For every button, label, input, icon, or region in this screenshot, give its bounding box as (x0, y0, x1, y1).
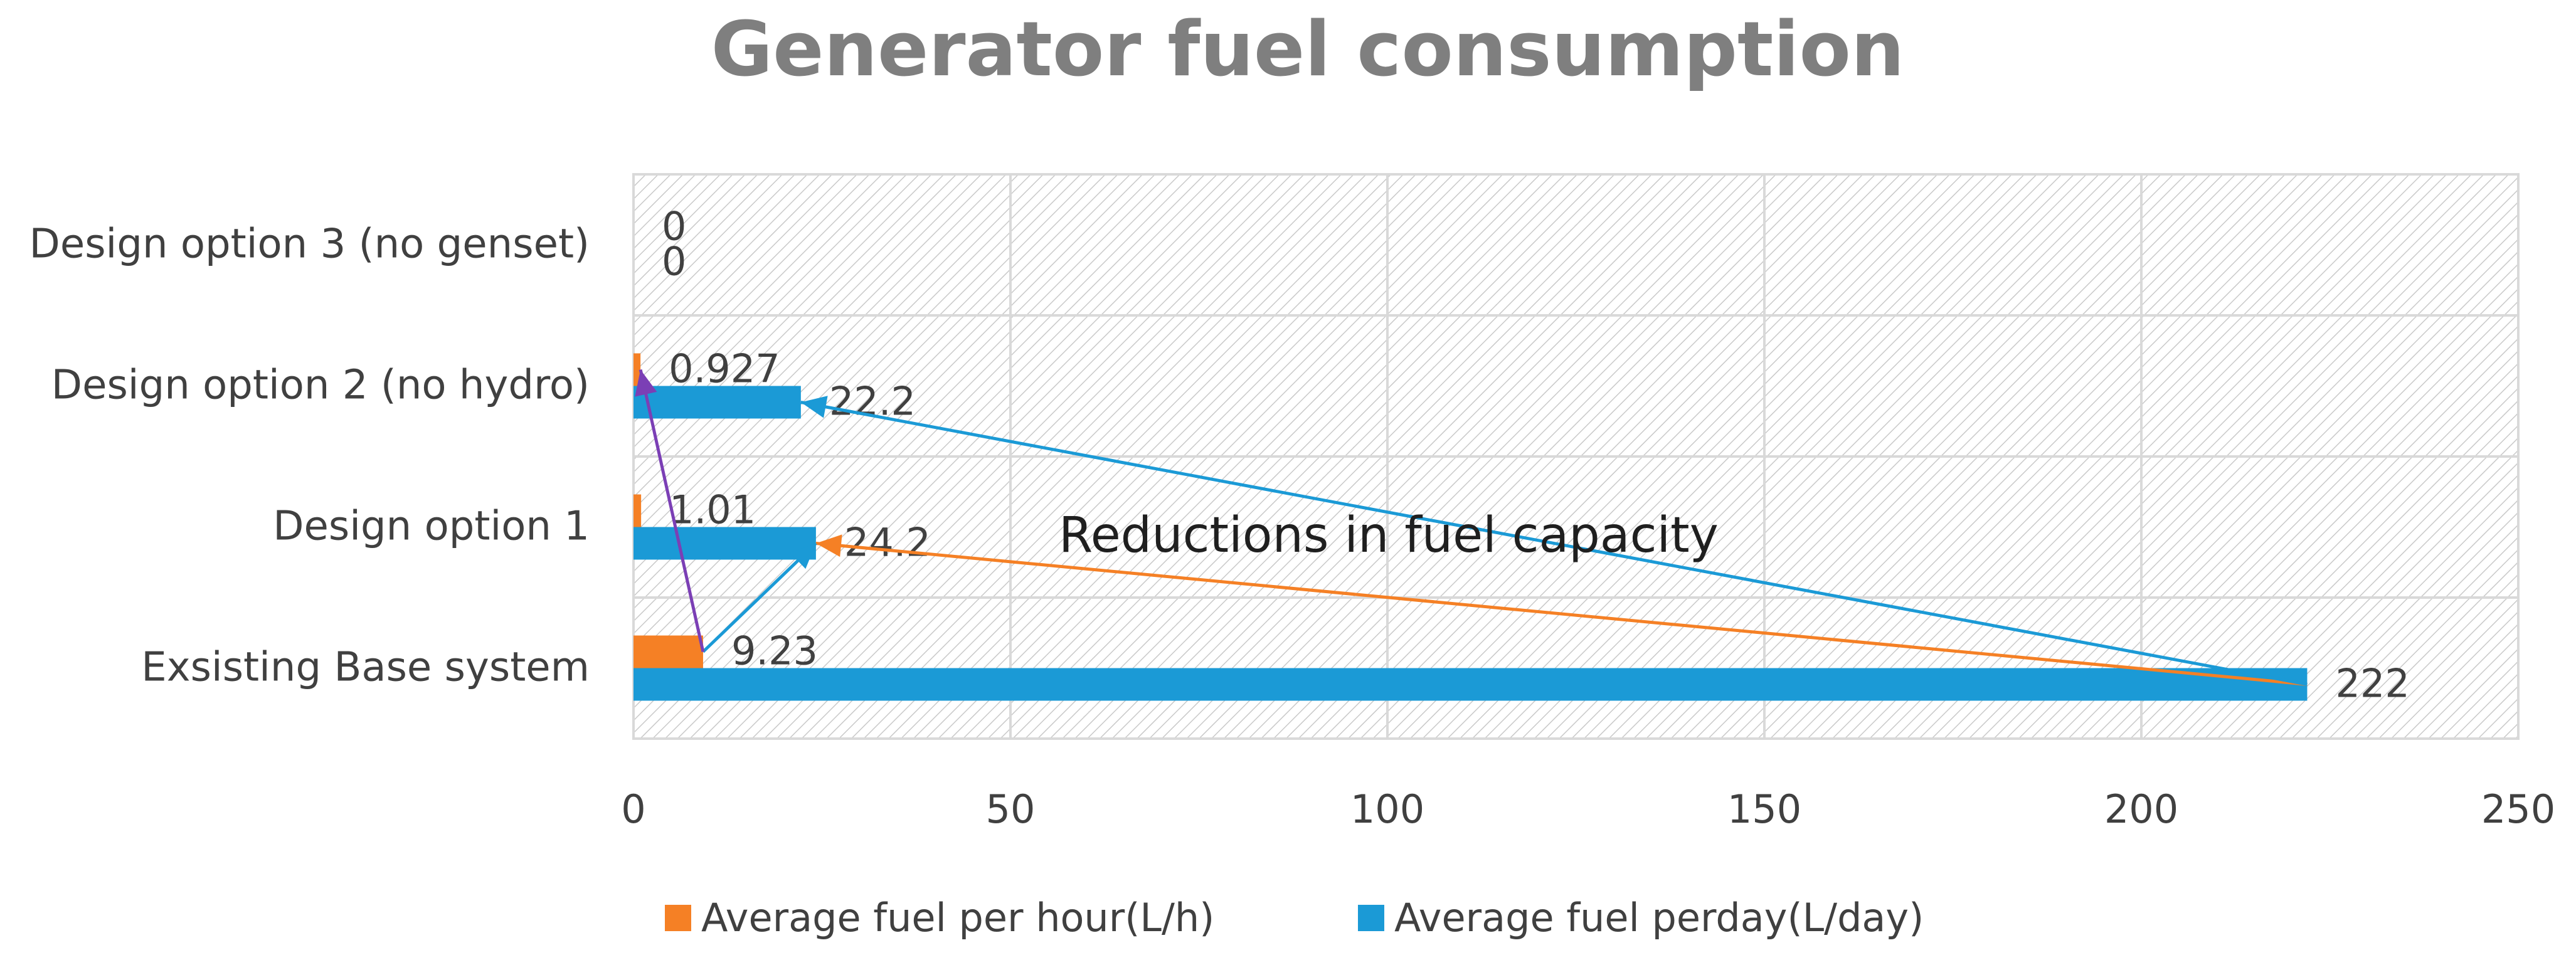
x-tick-label-4: 200 (2104, 786, 2178, 832)
arrow-head-2 (790, 543, 816, 569)
arrow-shaft-0 (815, 542, 2308, 686)
arrow-shaft-3 (639, 369, 705, 653)
data-labels: 9.23 1.01 0.927 0 222 24.2 22.2 0 (662, 204, 2410, 707)
arrow-head-1 (800, 396, 828, 418)
legend-label-1: Average fuel perday(L/day) (1394, 895, 1924, 941)
category-label: Design option 2 (no hydro) (51, 362, 590, 409)
bar-series0-2 (633, 353, 641, 386)
bar-series0-0 (633, 635, 703, 668)
arrow-shaft-1 (800, 401, 2308, 686)
category-label: Design option 3 (no genset) (29, 221, 590, 268)
data-label-series0-1: 1.01 (669, 487, 756, 533)
bar-series0-1 (633, 494, 642, 527)
data-label-series1-0: 222 (2335, 661, 2409, 707)
data-label-series0-0: 9.23 (731, 628, 818, 674)
arrow-head-0 (815, 534, 842, 557)
x-tick-label-1: 50 (986, 786, 1036, 832)
legend-swatch-0 (665, 905, 691, 931)
data-label-series1-1: 24.2 (844, 520, 931, 566)
x-tick-label-5: 250 (2481, 786, 2555, 832)
reduction-annotation: Reductions in fuel capacity (1059, 507, 1719, 564)
data-label-series0-2: 0.927 (669, 346, 780, 392)
data-label-series0-3: 0 (662, 204, 686, 250)
legend: Average fuel per hour(L/h) Average fuel p… (665, 895, 1924, 941)
category-label: Exsisting Base system (141, 645, 590, 691)
x-axis-ticks: 0 50 100 150 200 250 (621, 786, 2555, 832)
category-label: Design option 1 (273, 504, 590, 550)
x-tick-label-3: 150 (1727, 786, 1801, 832)
bar-series1-1 (633, 527, 816, 560)
bar-series1-2 (633, 386, 801, 419)
category-labels: Exsisting Base system Design option 1 Desi… (29, 221, 590, 691)
legend-swatch-1 (1358, 905, 1384, 931)
data-label-series1-3: 0 (662, 239, 686, 285)
bars (633, 353, 2308, 701)
arrow-shaft-2 (702, 542, 817, 653)
x-tick-label-0: 0 (621, 786, 645, 832)
x-tick-label-2: 100 (1350, 786, 1424, 832)
reduction-arrows (635, 369, 2308, 686)
chart-title: Generator fuel consumption (711, 6, 1905, 93)
bar-series1-0 (633, 668, 2308, 701)
data-label-series1-2: 22.2 (829, 379, 916, 424)
arrow-head-3 (635, 369, 657, 397)
legend-label-0: Average fuel per hour(L/h) (701, 895, 1214, 941)
